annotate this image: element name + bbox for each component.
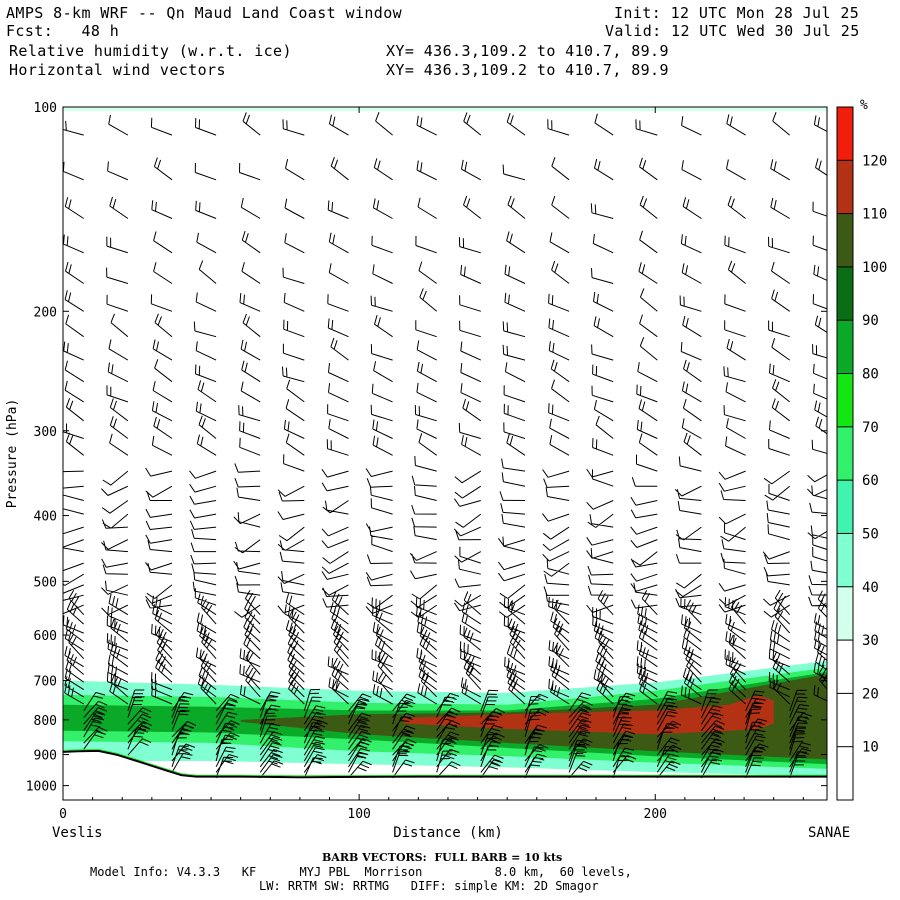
init-time: Init: 12 UTC Mon 28 Jul 25 <box>614 4 860 22</box>
colorbar-swatch-8 <box>837 320 853 374</box>
y-tick-label-300: 300 <box>34 425 57 440</box>
wind-barb-column-6 <box>277 119 328 779</box>
colorbar-label-70: 70 <box>862 420 879 436</box>
colorbar-label-10: 10 <box>862 740 879 756</box>
x-tick-label-0: 0 <box>59 807 67 822</box>
wind-barb-column-5 <box>233 112 284 779</box>
wind-barb-column-18 <box>807 115 827 702</box>
y-tick-label-200: 200 <box>34 305 57 320</box>
field-2-xy: XY= 436.3,109.2 to 410.7, 89.9 <box>386 61 669 79</box>
colorbar-label-50: 50 <box>862 526 879 542</box>
barb-legend-note: BARB VECTORS: FULL BARB = 10 kts <box>322 851 563 864</box>
wind-barbs <box>63 112 827 779</box>
colorbar-label-90: 90 <box>862 313 879 329</box>
wind-barb-column-10 <box>453 112 505 779</box>
wind-barb-column-1 <box>63 120 108 750</box>
colorbar-label-40: 40 <box>862 580 879 596</box>
y-tick-label-600: 600 <box>34 629 57 644</box>
colorbar-swatch-9 <box>837 266 853 321</box>
colorbar-frame <box>836 106 854 801</box>
terrain-line <box>63 749 827 779</box>
colorbar-swatch-4 <box>837 533 853 587</box>
right-endpoint-label: SANAE <box>808 825 850 841</box>
model-info-line-2: LW: RRTM SW: RRTMG DIFF: simple KM: 2D S… <box>259 879 599 893</box>
wind-barb-column-11 <box>497 112 550 779</box>
colorbar-swatch-1 <box>837 693 853 747</box>
colorbar-swatch-6 <box>837 426 853 481</box>
wind-barb-column-3 <box>145 117 197 773</box>
wind-barb-column-12 <box>542 119 593 779</box>
terrain-green-line <box>63 748 827 777</box>
field-1-name: Relative humidity (w.r.t. ice) <box>9 42 292 60</box>
colorbar-label-80: 80 <box>862 367 879 383</box>
y-tick-label-100: 100 <box>34 101 57 116</box>
y-tick-label-700: 700 <box>34 675 57 690</box>
y-tick-label-800: 800 <box>34 714 57 729</box>
wind-barb-column-16 <box>718 114 769 779</box>
colorbar-label-60: 60 <box>862 473 879 489</box>
colorbar-unit: % <box>860 98 868 113</box>
colorbar-swatch-11 <box>837 160 853 214</box>
colorbar-swatch-2 <box>837 640 853 694</box>
valid-time: Valid: 12 UTC Wed 30 Jul 25 <box>605 22 860 40</box>
wind-barb-column-17 <box>762 112 812 779</box>
x-tick-label-100: 100 <box>347 807 370 822</box>
y-tick-label-500: 500 <box>34 575 57 590</box>
wind-barb-column-13 <box>586 113 637 779</box>
wind-barb-column-2 <box>101 114 153 756</box>
colorbar-swatch-7 <box>837 373 853 427</box>
colorbar-label-100: 100 <box>862 260 887 276</box>
field-1-xy: XY= 436.3,109.2 to 410.7, 89.9 <box>386 42 669 60</box>
colorbar-swatch-0 <box>837 746 853 800</box>
plot-frame <box>62 106 828 801</box>
colorbar-swatch-5 <box>837 480 853 534</box>
model-info-line-1: Model Info: V4.3.3 KF MYJ PBL Morrison 8… <box>90 865 632 879</box>
colorbar-label-110: 110 <box>862 207 887 223</box>
x-tick-label-200: 200 <box>644 807 667 822</box>
terrain-fill <box>63 750 827 800</box>
wind-barb-column-8 <box>365 112 417 779</box>
wind-barb-column-9 <box>409 115 461 779</box>
wind-barb-column-15 <box>674 116 726 779</box>
left-endpoint-label: Veslis <box>52 825 103 841</box>
field-2-name: Horizontal wind vectors <box>9 61 226 79</box>
colorbar-label-30: 30 <box>862 633 879 649</box>
y-tick-label-400: 400 <box>34 510 57 525</box>
colorbar-label-20: 20 <box>862 686 879 702</box>
y-tick-label-1000: 1000 <box>26 780 57 795</box>
wind-barb-column-4 <box>189 117 240 779</box>
colorbar-label-120: 120 <box>862 153 887 169</box>
chart-title: AMPS 8-km WRF -- Qn Maud Land Coast wind… <box>6 4 403 22</box>
colorbar-swatch-3 <box>837 586 853 641</box>
y-tick-label-900: 900 <box>34 749 57 764</box>
colorbar-swatch-10 <box>837 213 853 267</box>
wind-barb-column-7 <box>321 114 372 779</box>
plot-area <box>63 107 827 800</box>
forecast-hour: Fcst: 48 h <box>6 22 120 40</box>
colorbar-swatch-12 <box>837 107 853 161</box>
rh-top-band <box>63 107 827 111</box>
x-axis-label: Distance (km) <box>393 825 503 841</box>
y-axis-label: Pressure (hPa) <box>5 399 20 509</box>
wind-barb-column-14 <box>630 119 682 779</box>
